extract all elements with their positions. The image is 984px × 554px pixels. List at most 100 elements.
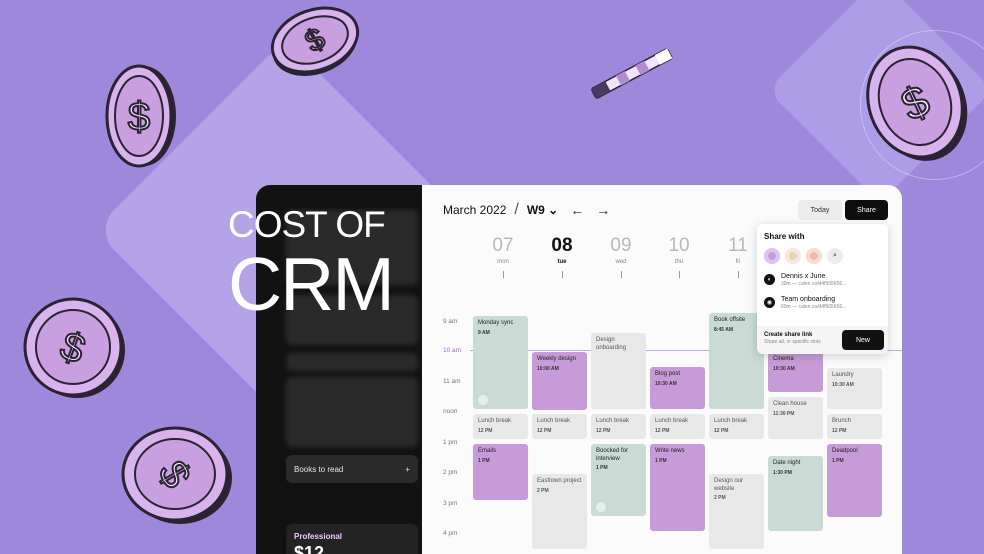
- event-title: Blog post: [655, 371, 681, 377]
- sidebar-item-label: Books to read: [294, 464, 344, 474]
- event-title: Lunch break: [596, 418, 630, 424]
- create-subtitle: Share all, or specific slots: [764, 339, 821, 345]
- create-title: Create share link: [764, 332, 813, 338]
- time-label: 11 am: [443, 378, 461, 385]
- time-label-current: 10 am: [443, 347, 462, 354]
- calendar-header: March 2022 / W9 ⌄ ← →: [443, 201, 610, 219]
- dollar-coin-icon: $: [105, 64, 176, 168]
- new-button[interactable]: New: [842, 330, 884, 350]
- share-item-dennis-june[interactable]: ◐ Dennis x June 30m — calen.co/d4f565656…: [764, 273, 881, 287]
- share-button[interactable]: Share: [845, 200, 888, 220]
- day-number: 10: [668, 235, 690, 256]
- event-time: 1 PM: [832, 457, 844, 464]
- event-card[interactable]: Design our website 2 PM: [709, 474, 764, 549]
- event-title: Design onboarding: [596, 337, 627, 351]
- event-time: 1 PM: [655, 457, 667, 464]
- add-icon[interactable]: +: [405, 464, 410, 474]
- day-header-tue[interactable]: 08 tue: [533, 235, 591, 278]
- event-title: Design our website: [714, 478, 744, 492]
- day-tick: [620, 271, 622, 278]
- event-card[interactable]: Lunch break 12 PM: [473, 414, 528, 439]
- day-tick: [737, 271, 739, 278]
- event-card[interactable]: Book offsite 8:45 AM: [709, 313, 764, 409]
- event-card[interactable]: Lunch break 12 PM: [591, 414, 646, 439]
- svg-text:$: $: [128, 95, 150, 139]
- current-time-line: [470, 350, 902, 351]
- event-time: 2 PM: [537, 487, 549, 494]
- chevron-down-icon: ⌄: [548, 203, 559, 217]
- today-button[interactable]: Today: [798, 200, 842, 220]
- headline-line-2: CRM: [228, 242, 395, 326]
- attendee-avatar-icon: [596, 502, 606, 512]
- event-card[interactable]: Blog post 10:30 AM: [650, 367, 705, 409]
- event-card[interactable]: Brunch 12 PM: [827, 414, 882, 439]
- event-card[interactable]: Easttown project 2 PM: [532, 474, 587, 549]
- event-title: Brunch: [832, 418, 852, 424]
- share-item-name: Team onboarding: [781, 296, 836, 303]
- day-header-mon[interactable]: 07 mon: [474, 235, 532, 278]
- day-name: tue: [557, 259, 567, 265]
- arrow-left-icon[interactable]: ←: [570, 202, 585, 218]
- event-time: 8:45 AM: [714, 326, 733, 333]
- share-item-team-onboarding[interactable]: ◉ Team onboarding 60m — calen.co/d4f5656…: [764, 296, 881, 310]
- event-time: 12 PM: [596, 427, 611, 434]
- plan-card[interactable]: Professional $12: [286, 524, 418, 554]
- day-tick: [678, 271, 680, 278]
- event-time: 10:00 AM: [537, 365, 559, 372]
- share-item-name: Dennis x June: [781, 273, 826, 280]
- share-avatars: ⌕: [764, 248, 881, 264]
- event-card[interactable]: Date night 1:30 PM: [768, 456, 823, 531]
- day-header-thu[interactable]: 10 thu: [650, 235, 708, 278]
- day-header-fri[interactable]: 11 fri: [709, 235, 767, 278]
- event-time: 12 PM: [655, 427, 670, 434]
- share-popup: Share with ⌕ ◐ Dennis x June 30m — calen…: [757, 224, 888, 354]
- event-time: 9 AM: [478, 329, 490, 336]
- search-icon[interactable]: ⌕: [827, 248, 843, 264]
- event-time: 12 PM: [714, 427, 729, 434]
- month-label: March 2022: [443, 203, 507, 217]
- sidebar-card: [286, 377, 418, 447]
- event-card[interactable]: Write news 1 PM: [650, 444, 705, 531]
- event-card[interactable]: Monday sync 9 AM: [473, 316, 528, 409]
- day-number: 08: [551, 235, 573, 256]
- time-label: 2 pm: [443, 469, 458, 476]
- event-card[interactable]: Design onboarding: [591, 333, 646, 409]
- avatar[interactable]: [806, 248, 822, 264]
- day-name: thu: [674, 259, 684, 265]
- event-card[interactable]: Laundry 10:30 AM: [827, 368, 882, 409]
- event-card[interactable]: Emails 1 PM: [473, 444, 528, 500]
- event-time: 10:30 AM: [832, 381, 854, 388]
- sidebar-item-books[interactable]: Books to read +: [286, 455, 418, 483]
- week-selector[interactable]: W9 ⌄: [527, 203, 558, 217]
- event-card[interactable]: Lunch break 12 PM: [532, 414, 587, 439]
- radio-icon: ◉: [764, 297, 775, 308]
- sidebar-card: [286, 353, 418, 371]
- dollar-coin-icon: $: [270, 6, 360, 76]
- event-time: 1 PM: [596, 465, 608, 471]
- event-card[interactable]: Deadpool 1 PM: [827, 444, 882, 517]
- day-header-wed[interactable]: 09 wed: [592, 235, 650, 278]
- event-card[interactable]: Cinema 10:30 AM: [768, 352, 823, 392]
- plan-price: $12: [294, 543, 325, 554]
- event-title: Boocked for interview: [596, 448, 629, 462]
- half-circle-icon: ◐: [764, 274, 775, 285]
- event-card[interactable]: Lunch break 12 PM: [709, 414, 764, 439]
- day-name: fri: [735, 259, 741, 265]
- event-title: Book offsite: [714, 317, 746, 323]
- avatar[interactable]: [764, 248, 780, 264]
- event-time: 10:30 AM: [773, 365, 795, 372]
- headline: COST OF CRM: [228, 206, 395, 326]
- event-card[interactable]: Boocked for interview 1 PM: [591, 444, 646, 516]
- day-number: 11: [728, 235, 748, 256]
- event-time: 1 PM: [478, 457, 490, 464]
- event-card[interactable]: Clean house 11:30 PM: [768, 397, 823, 439]
- event-card[interactable]: Weekly design 10:00 AM: [532, 352, 587, 410]
- event-card[interactable]: Lunch break 12 PM: [650, 414, 705, 439]
- dollar-coin-icon: $: [866, 45, 968, 161]
- event-title: Date night: [773, 460, 801, 466]
- event-title: Write news: [655, 448, 685, 454]
- day-tick: [561, 271, 563, 278]
- arrow-right-icon[interactable]: →: [596, 202, 611, 218]
- event-title: Monday sync: [478, 320, 514, 326]
- avatar[interactable]: [785, 248, 801, 264]
